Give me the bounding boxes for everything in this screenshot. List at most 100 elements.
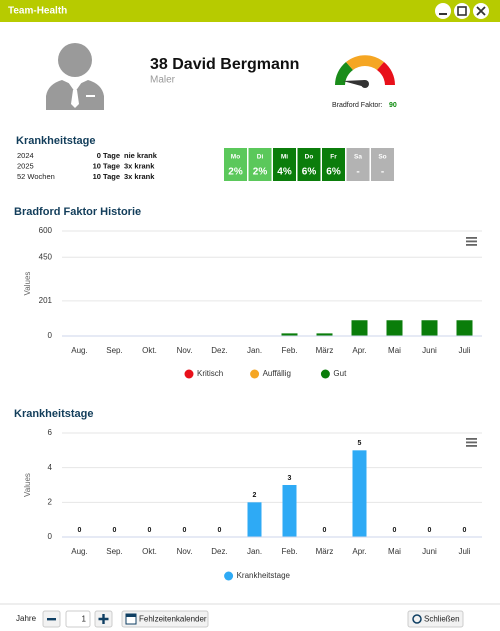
period: 52 Wochen	[17, 172, 55, 181]
x-tick-label: Sep.	[106, 346, 122, 355]
days: 10 Tage	[93, 161, 120, 170]
chart-title: Bradford Faktor Historie	[14, 206, 141, 218]
weekday-name: So	[378, 154, 386, 161]
y-axis-label: Values	[23, 473, 32, 497]
period: 2025	[17, 161, 34, 170]
days: 0 Tage	[97, 151, 120, 160]
maximize-button[interactable]	[454, 3, 470, 19]
years-input[interactable]	[65, 610, 91, 628]
weekday-name: Do	[305, 154, 314, 161]
chart-menu[interactable]	[466, 438, 477, 447]
weekday-box	[322, 148, 345, 181]
bar	[386, 320, 403, 336]
x-tick-label: Juli	[458, 547, 470, 556]
x-tick-label: Okt.	[142, 547, 157, 556]
x-tick-label: Nov.	[177, 547, 193, 556]
weekday-box	[273, 148, 296, 181]
chart-title: Krankheitstage	[14, 408, 93, 420]
data-label: 0	[148, 527, 152, 534]
close-window-button[interactable]	[473, 3, 489, 19]
count: nie krank	[124, 151, 158, 160]
bar	[352, 450, 367, 537]
decrement-button[interactable]	[42, 610, 61, 628]
avatar	[46, 43, 104, 110]
bradford-gauge	[335, 55, 395, 88]
weekday-name: Di	[257, 154, 264, 161]
calendar-button-label: Fehlzeitenkalender	[139, 615, 207, 624]
legend-marker	[320, 369, 330, 379]
x-tick-label: Juni	[422, 547, 437, 556]
data-label: 3	[288, 475, 292, 482]
x-tick-label: Feb.	[281, 547, 297, 556]
bar	[456, 320, 473, 336]
y-tick-label: 0	[48, 331, 53, 340]
weekday-value: -	[356, 167, 359, 178]
legend-marker	[250, 369, 260, 379]
x-tick-label: Mai	[388, 547, 401, 556]
legend-label: Auffällig	[263, 369, 291, 378]
weekday-box	[224, 148, 247, 181]
y-tick-label: 201	[39, 296, 53, 305]
weekday-value: -	[381, 167, 384, 178]
bar	[351, 320, 368, 336]
y-tick-label: 6	[48, 428, 53, 437]
bar	[316, 333, 333, 336]
count: 3x krank	[124, 172, 155, 181]
data-label: 0	[323, 527, 327, 534]
weekday-name: Fr	[330, 154, 337, 161]
weekday-box	[297, 148, 321, 181]
x-tick-label: März	[316, 547, 334, 556]
weekday-box	[248, 148, 272, 181]
calendar-button[interactable]	[121, 610, 209, 628]
x-tick-label: Dez.	[211, 547, 227, 556]
data-label: 0	[428, 527, 432, 534]
weekday-box	[371, 148, 394, 181]
x-tick-label: Feb.	[281, 346, 297, 355]
x-tick-label: Nov.	[177, 346, 193, 355]
x-tick-label: Okt.	[142, 346, 157, 355]
close-button[interactable]	[407, 610, 464, 628]
weekday-stats: Mo 2% Di 2% Mi 4% Do 6% Fr 6% Sa - So -	[224, 148, 394, 181]
x-tick-label: Mai	[388, 346, 401, 355]
y-tick-label: 0	[48, 532, 53, 541]
x-tick-label: Aug.	[71, 547, 87, 556]
x-tick-label: Apr.	[352, 547, 366, 556]
legend-label: Kritisch	[197, 369, 223, 378]
y-axis-label: Values	[23, 272, 32, 296]
weekday-value: 2%	[253, 167, 268, 178]
weekday-value: 2%	[228, 167, 243, 178]
data-label: 0	[113, 527, 117, 534]
days: 10 Tage	[93, 172, 120, 181]
weekday-name: Sa	[354, 154, 362, 161]
employee-role: Maler	[150, 75, 176, 86]
menu-line	[466, 240, 477, 243]
data-label: 2	[253, 492, 257, 499]
weekday-name: Mi	[281, 154, 288, 161]
legend-marker	[184, 369, 194, 379]
bradford-value: 90	[389, 102, 397, 109]
minimize-button[interactable]	[435, 3, 451, 19]
data-label: 5	[358, 440, 362, 447]
weekday-value: 4%	[277, 167, 292, 178]
bar	[247, 502, 262, 537]
menu-line	[466, 445, 477, 447]
x-tick-label: März	[316, 346, 334, 355]
x-tick-label: Juni	[422, 346, 437, 355]
weekday-value: 6%	[302, 167, 317, 178]
x-tick-label: Sep.	[106, 547, 122, 556]
legend-label: Krankheitstage	[237, 571, 291, 580]
title-bar	[0, 0, 500, 22]
data-label: 0	[393, 527, 397, 534]
years-value: 1	[82, 615, 87, 624]
years-label: Jahre	[16, 614, 37, 623]
increment-button[interactable]	[94, 610, 113, 628]
menu-line	[466, 237, 477, 239]
employee-name: 38 David Bergmann	[150, 56, 299, 73]
chart-menu[interactable]	[466, 237, 477, 246]
menu-line	[466, 441, 477, 444]
bar	[282, 485, 297, 537]
absence-table: 2024 0 Tage nie krank 2025 10 Tage 3x krank 52…	[17, 151, 158, 181]
close-button-label: Schließen	[424, 615, 460, 624]
x-tick-label: Jan.	[247, 547, 262, 556]
